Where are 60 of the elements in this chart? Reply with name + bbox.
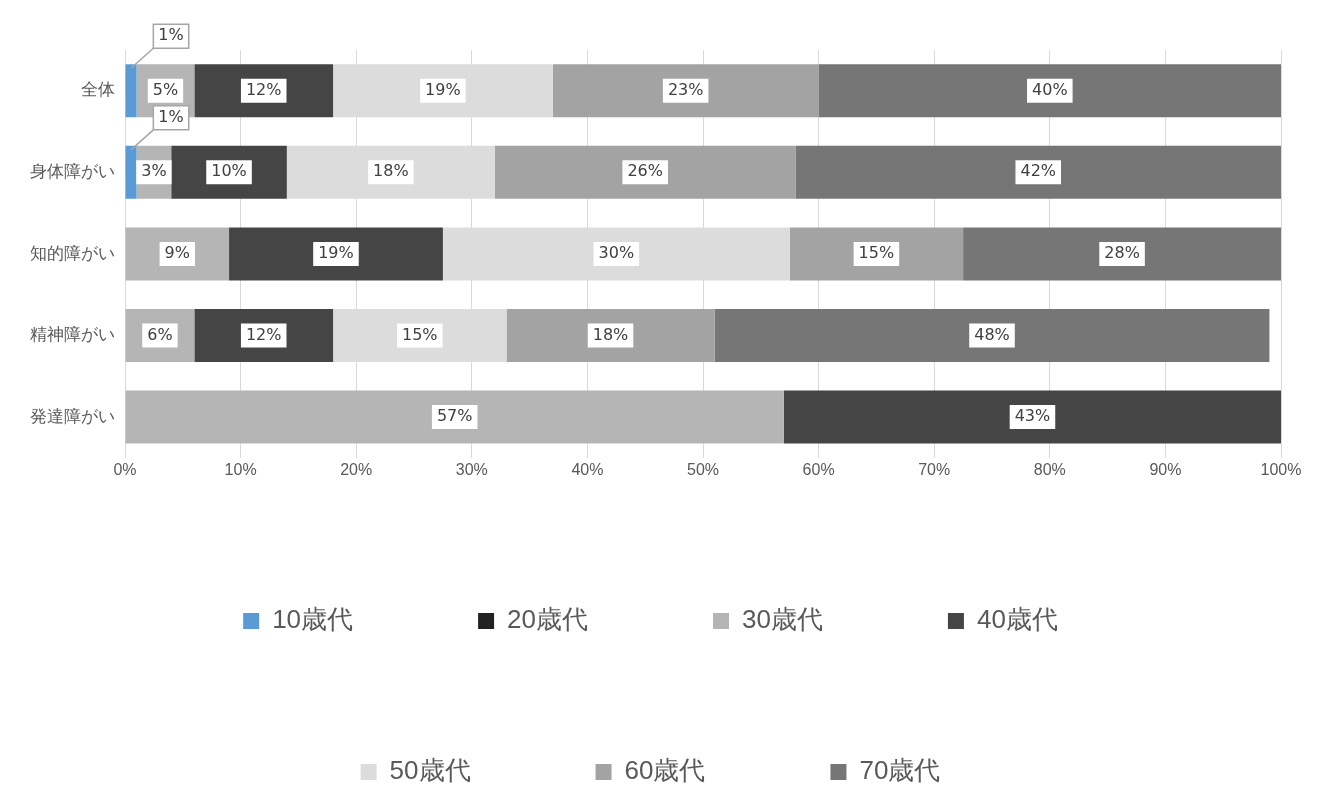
data-label: 6% xyxy=(147,324,173,344)
data-label: 10% xyxy=(211,161,247,181)
x-tick-label: 10% xyxy=(224,460,257,478)
x-tick-label: 70% xyxy=(918,460,951,478)
x-tick-label: 100% xyxy=(1260,460,1302,478)
x-tick-label: 60% xyxy=(802,460,835,478)
x-tick-label: 0% xyxy=(113,460,137,478)
y-tick-label: 精神障がい xyxy=(30,325,115,345)
data-label: 30% xyxy=(598,243,635,263)
data-label: 15% xyxy=(402,324,438,344)
legend-label: 50歳代 xyxy=(389,755,471,786)
data-label: 12% xyxy=(245,324,282,344)
bar xyxy=(125,390,784,444)
x-tick-label: 90% xyxy=(1149,460,1182,478)
data-label: 19% xyxy=(318,243,354,263)
legend-label: 60歳代 xyxy=(624,755,706,786)
y-tick-label: 全体 xyxy=(81,80,115,100)
data-label: 18% xyxy=(592,324,629,344)
bar xyxy=(963,227,1281,281)
data-label: 57% xyxy=(436,406,473,426)
bar xyxy=(818,64,1281,118)
y-tick-label: 発達障がい xyxy=(30,406,115,426)
bar xyxy=(714,308,1270,362)
bar xyxy=(229,227,443,281)
data-label: 12% xyxy=(245,79,282,99)
data-label: 28% xyxy=(1104,243,1140,263)
legend-label: 70歳代 xyxy=(859,755,941,786)
legend-label: 10歳代 xyxy=(272,604,354,635)
bar xyxy=(125,145,137,199)
bar xyxy=(795,145,1281,199)
data-label: 3% xyxy=(141,161,167,181)
data-label: 1% xyxy=(158,106,184,126)
data-label: 9% xyxy=(164,243,190,263)
data-label: 18% xyxy=(373,161,409,181)
data-label: 23% xyxy=(667,79,704,99)
legend-label: 40歳代 xyxy=(976,604,1058,635)
x-tick-label: 50% xyxy=(686,460,720,478)
data-label: 19% xyxy=(425,79,461,99)
data-label: 26% xyxy=(627,161,663,181)
bar xyxy=(789,227,964,281)
data-label: 48% xyxy=(974,324,1010,344)
bar xyxy=(494,145,796,199)
bar xyxy=(506,308,715,362)
data-label: 15% xyxy=(858,243,895,263)
legend-label: 20歳代 xyxy=(507,604,588,635)
bar xyxy=(125,64,137,118)
data-label: 43% xyxy=(1014,406,1051,426)
data-label: 40% xyxy=(1032,79,1068,99)
bar xyxy=(783,390,1281,444)
x-tick-label: 80% xyxy=(1033,460,1066,478)
data-label: 1% xyxy=(158,25,184,45)
bar xyxy=(552,64,819,118)
x-tick-label: 20% xyxy=(340,460,373,478)
data-label: 5% xyxy=(152,79,179,99)
data-label: 42% xyxy=(1020,161,1057,181)
legend-label: 30歳代 xyxy=(742,604,823,635)
x-tick-label: 30% xyxy=(455,460,488,478)
y-tick-label: 身体障がい xyxy=(30,162,115,182)
y-tick-label: 知的障がい xyxy=(30,243,115,263)
x-tick-label: 40% xyxy=(571,460,604,478)
